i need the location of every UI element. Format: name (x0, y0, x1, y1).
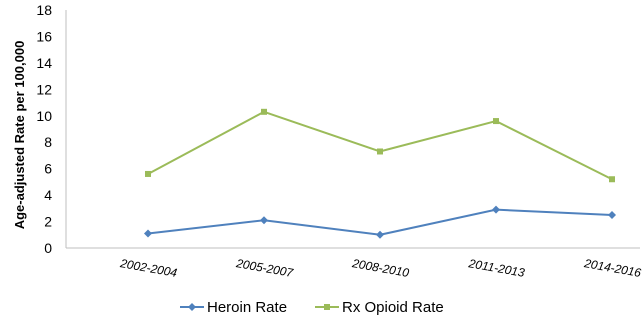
data-point-0-4 (608, 210, 616, 219)
y-tick-label: 16 (36, 28, 52, 44)
legend-item-rx-opioid: Rx Opioid Rate (315, 299, 444, 316)
data-point-1-3 (493, 118, 499, 125)
legend-rx-label: Rx Opioid Rate (342, 299, 444, 316)
y-tick-label: 4 (44, 187, 52, 203)
legend-heroin-marker (188, 303, 196, 311)
y-tick-label: 8 (44, 134, 52, 150)
x-tick-label: 2008-2010 (350, 256, 410, 280)
data-point-0-1 (260, 216, 268, 225)
y-tick-label: 6 (44, 161, 52, 177)
legend-rx-marker (324, 304, 330, 310)
y-tick-label: 12 (36, 81, 52, 97)
y-axis-ticks: 0 2 4 6 8 10 12 14 16 18 (36, 2, 52, 256)
legend: Heroin Rate Rx Opioid Rate (180, 299, 444, 316)
series-line-1 (147, 110, 613, 181)
y-tick-label: 0 (44, 240, 52, 256)
y-tick-label: 2 (44, 214, 52, 230)
x-tick-label: 2005-2007 (234, 256, 295, 280)
legend-heroin-label: Heroin Rate (207, 299, 287, 316)
data-point-0-0 (144, 229, 152, 238)
legend-item-heroin: Heroin Rate (180, 299, 287, 316)
series-layer (144, 108, 616, 239)
x-tick-label: 2002-2004 (118, 256, 178, 280)
y-tick-label: 10 (36, 108, 52, 124)
y-tick-label: 18 (36, 2, 52, 18)
data-point-0-2 (376, 230, 384, 239)
y-axis-label: Age-adjusted Rate per 100,000 (12, 41, 27, 230)
data-point-1-0 (145, 170, 151, 177)
x-axis-ticks: 2002-2004 2005-2007 2008-2010 2011-2013 2014… (118, 256, 642, 280)
data-point-1-2 (377, 148, 383, 155)
x-tick-label: 2014-2016 (582, 256, 642, 280)
y-tick-label: 14 (36, 55, 52, 71)
data-point-0-3 (492, 205, 500, 214)
data-point-1-4 (609, 176, 615, 183)
data-point-1-1 (261, 108, 267, 115)
x-tick-label: 2011-2013 (467, 256, 526, 280)
